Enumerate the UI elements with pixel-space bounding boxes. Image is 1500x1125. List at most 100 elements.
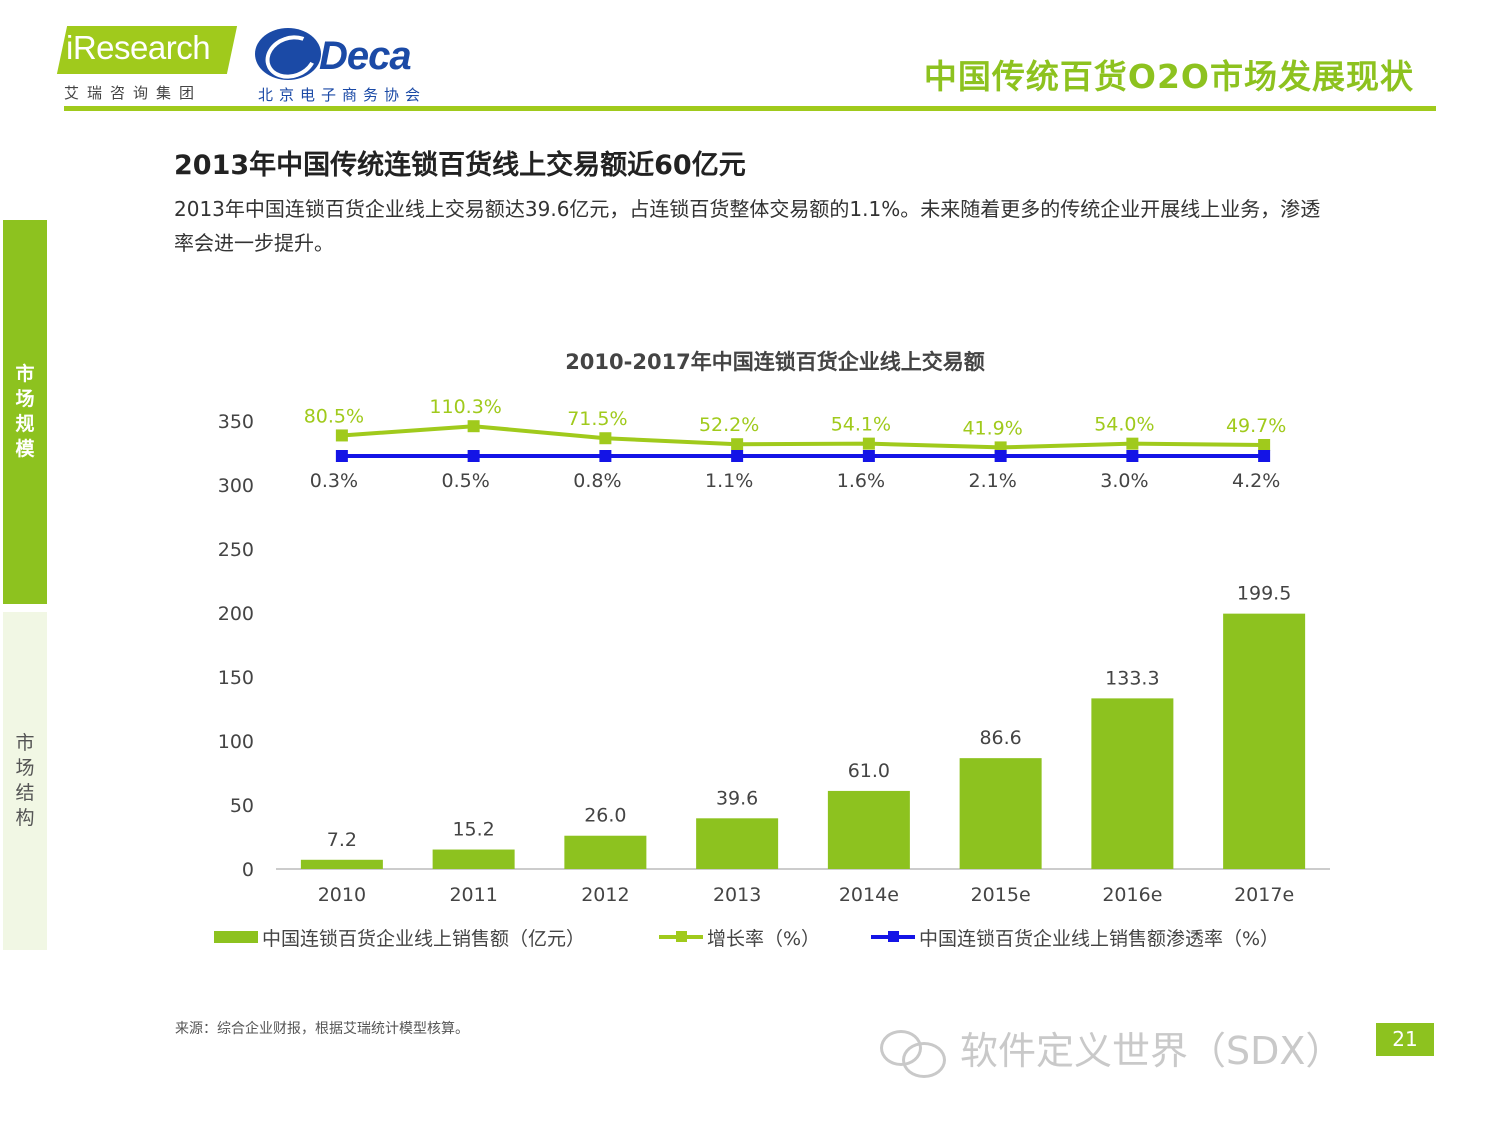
penetration-point	[335, 450, 348, 462]
bar-value-label: 15.2	[452, 819, 494, 841]
deca-subtitle: 北京电子商务协会	[258, 86, 427, 104]
growth-label: 54.0%	[1094, 414, 1154, 436]
y-tick-label: 200	[218, 603, 254, 625]
bar	[564, 835, 647, 869]
growth-point	[862, 437, 875, 450]
bar-value-label: 61.0	[848, 760, 890, 782]
iresearch-logo-text: iResearch	[66, 29, 211, 66]
globe-icon	[255, 28, 321, 80]
bar-value-label: 26.0	[584, 805, 626, 827]
penetration-label: 0.3%	[310, 470, 358, 492]
bar	[1091, 698, 1174, 869]
x-tick-label: 2011	[449, 884, 497, 906]
x-tick-label: 2013	[713, 884, 761, 906]
bar-value-label: 7.2	[327, 829, 357, 851]
watermark: 软件定义世界（SDX）	[876, 1020, 1344, 1078]
growth-point	[335, 429, 348, 442]
header: iResearch 艾瑞咨询集团 Deca 北京电子商务协会 中国传统百货O2O…	[0, 0, 1500, 115]
growth-label: 71.5%	[567, 408, 627, 430]
legend-item-penetration: 中国连锁百货企业线上销售额渗透率（%）	[871, 924, 1279, 950]
penetration-label: 1.6%	[837, 470, 885, 492]
wechat-icon	[876, 1022, 948, 1078]
sidebar-tab-market-size[interactable]: 市场规模	[3, 220, 47, 604]
bar-value-label: 86.6	[979, 727, 1021, 749]
growth-point	[731, 438, 744, 451]
x-tick-label: 2016e	[1102, 884, 1162, 906]
x-tick-label: 2012	[581, 884, 629, 906]
y-tick-label: 350	[218, 411, 254, 433]
legend-label: 中国连锁百货企业线上销售额渗透率（%）	[919, 927, 1280, 950]
penetration-label: 3.0%	[1100, 470, 1148, 492]
deca-logo-text: Deca	[319, 34, 412, 78]
y-tick-label: 0	[242, 859, 254, 881]
legend-swatch-bar	[214, 931, 258, 943]
growth-label: 52.2%	[699, 414, 759, 436]
iresearch-subtitle: 艾瑞咨询集团	[64, 84, 203, 102]
penetration-point	[1258, 450, 1271, 462]
sidebar-tab-label: 市场结构	[15, 732, 35, 829]
growth-point	[599, 432, 612, 445]
penetration-point	[862, 450, 875, 462]
y-axis: 0 50 100 150 200 250 300 350	[218, 411, 254, 881]
bar	[300, 859, 383, 869]
legend-item-sales: 中国连锁百货企业线上销售额（亿元）	[214, 924, 585, 950]
chart-title: 2010-2017年中国连锁百货企业线上交易额	[565, 350, 985, 374]
penetration-point	[467, 450, 480, 462]
legend-swatch-line	[871, 931, 915, 942]
y-tick-label: 100	[218, 731, 254, 753]
penetration-point	[994, 450, 1007, 462]
x-tick-label: 2014e	[839, 884, 899, 906]
growth-label: 80.5%	[304, 405, 364, 427]
y-tick-label: 250	[218, 539, 254, 561]
growth-label: 49.7%	[1226, 415, 1286, 437]
y-tick-label: 150	[218, 667, 254, 689]
y-tick-label: 300	[218, 475, 254, 497]
deca-logo: Deca	[255, 24, 455, 84]
penetration-label: 0.8%	[573, 470, 621, 492]
penetration-point	[599, 450, 612, 462]
source-note: 来源：综合企业财报，根据艾瑞统计模型核算。	[175, 1021, 469, 1037]
x-tick-label: 2017e	[1234, 884, 1294, 906]
penetration-label: 0.5%	[441, 470, 489, 492]
growth-label: 54.1%	[831, 414, 891, 436]
legend-item-growth: 增长率（%）	[659, 924, 820, 950]
penetration-point	[1126, 450, 1139, 462]
bar-value-label: 133.3	[1105, 667, 1159, 689]
sidebar-tab-market-structure[interactable]: 市场结构	[3, 612, 47, 950]
sidebar-tab-label: 市场规模	[15, 363, 35, 460]
bar-series: 7.2 15.2 26.0 39.6 61.0 86.6 133.3 199.5	[300, 583, 1306, 869]
bar	[827, 790, 910, 869]
bar	[432, 849, 515, 869]
growth-label: 41.9%	[962, 417, 1022, 439]
penetration-label: 1.1%	[705, 470, 753, 492]
bar	[959, 758, 1042, 869]
growth-point	[467, 420, 480, 433]
description: 2013年中国连锁百货企业线上交易额达39.6亿元，占连锁百货整体交易额的1.1…	[174, 197, 1321, 255]
penetration-point	[731, 450, 744, 462]
growth-line	[341, 424, 1265, 450]
headline: 2013年中国传统连锁百货线上交易额近60亿元	[174, 150, 746, 181]
penetration-label: 4.2%	[1232, 470, 1280, 492]
bar-value-label: 39.6	[716, 787, 758, 809]
growth-point	[1258, 438, 1271, 451]
growth-label: 110.3%	[429, 396, 501, 418]
legend-swatch-line	[659, 931, 703, 942]
page-number: 21	[1376, 1023, 1434, 1056]
y-tick-label: 50	[230, 795, 254, 817]
bar-value-label: 199.5	[1237, 583, 1291, 605]
watermark-text: 软件定义世界（SDX）	[960, 1029, 1344, 1073]
x-axis: 2010 2011 2012 2013 2014e 2015e 2016e 2017e	[276, 868, 1330, 906]
legend-label: 增长率（%）	[707, 927, 821, 950]
x-tick-label: 2015e	[971, 884, 1031, 906]
legend-label: 中国连锁百货企业线上销售额（亿元）	[262, 927, 586, 950]
page-title: 中国传统百货O2O市场发展现状	[923, 57, 1414, 96]
iresearch-logo: iResearch	[56, 20, 238, 82]
bar	[696, 818, 779, 869]
penetration-label: 2.1%	[968, 470, 1016, 492]
x-tick-label: 2010	[318, 884, 366, 906]
growth-point	[1126, 437, 1139, 450]
line-series: 80.5% 110.3% 71.5% 52.2% 54.1% 41.9% 54.0% 49.7…	[304, 396, 1287, 492]
bar	[1223, 613, 1306, 869]
header-divider	[64, 106, 1436, 111]
